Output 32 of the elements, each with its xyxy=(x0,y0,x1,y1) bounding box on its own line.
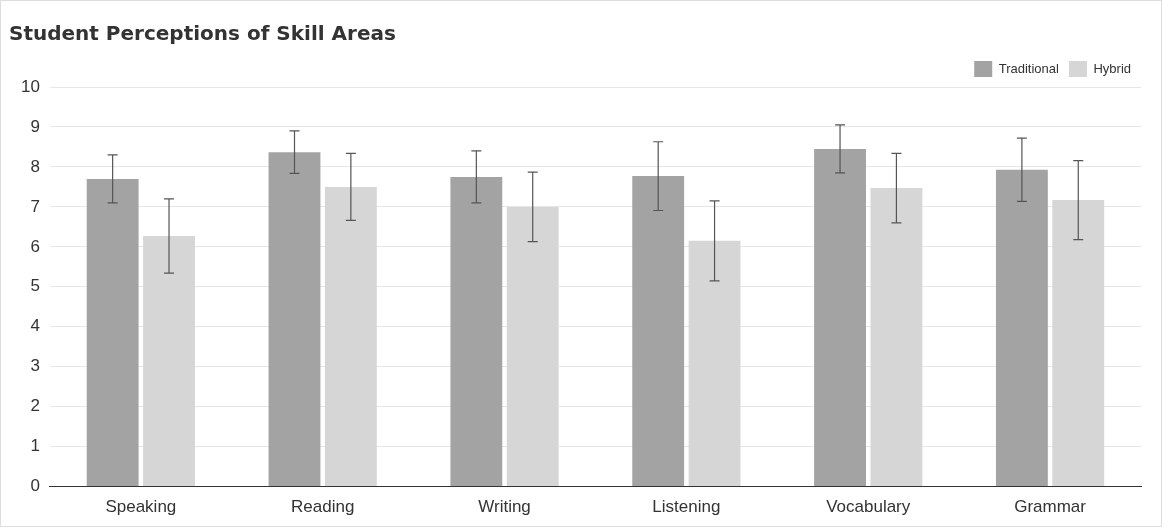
legend-label: Traditional xyxy=(998,60,1060,76)
bar xyxy=(870,188,923,487)
bar xyxy=(814,148,866,487)
y-tick-label: 0 xyxy=(30,476,40,496)
y-tick-label: 2 xyxy=(30,396,40,416)
y-tick-label: 9 xyxy=(30,116,40,136)
x-tick-label: Listening xyxy=(652,497,721,517)
y-tick-label: 4 xyxy=(30,316,40,336)
bar xyxy=(688,240,741,487)
y-tick-label: 6 xyxy=(30,236,40,256)
y-tick-label: 8 xyxy=(30,156,40,176)
y-tick-label: 7 xyxy=(30,196,40,216)
y-tick-label: 3 xyxy=(30,356,40,376)
x-tick-label: Reading xyxy=(291,497,355,517)
legend-label: Hybrid xyxy=(1093,60,1132,76)
bar xyxy=(143,236,195,487)
bar xyxy=(324,186,377,487)
bar xyxy=(506,206,559,487)
chart-title: Student Perceptions of Skill Areas xyxy=(9,21,396,45)
x-tick-label: Speaking xyxy=(105,497,177,517)
y-tick-label: 10 xyxy=(20,76,40,96)
x-tick-label: Writing xyxy=(478,497,531,517)
bar xyxy=(632,176,685,487)
bar xyxy=(268,152,321,487)
y-tick-label: 5 xyxy=(30,276,40,296)
bar xyxy=(1052,200,1105,487)
x-tick-label: Vocabulary xyxy=(826,497,911,517)
bar xyxy=(86,178,139,487)
x-tick-label: Grammar xyxy=(1014,497,1087,517)
bar xyxy=(450,176,503,487)
bar xyxy=(995,169,1048,487)
y-tick-label: 1 xyxy=(30,436,40,456)
